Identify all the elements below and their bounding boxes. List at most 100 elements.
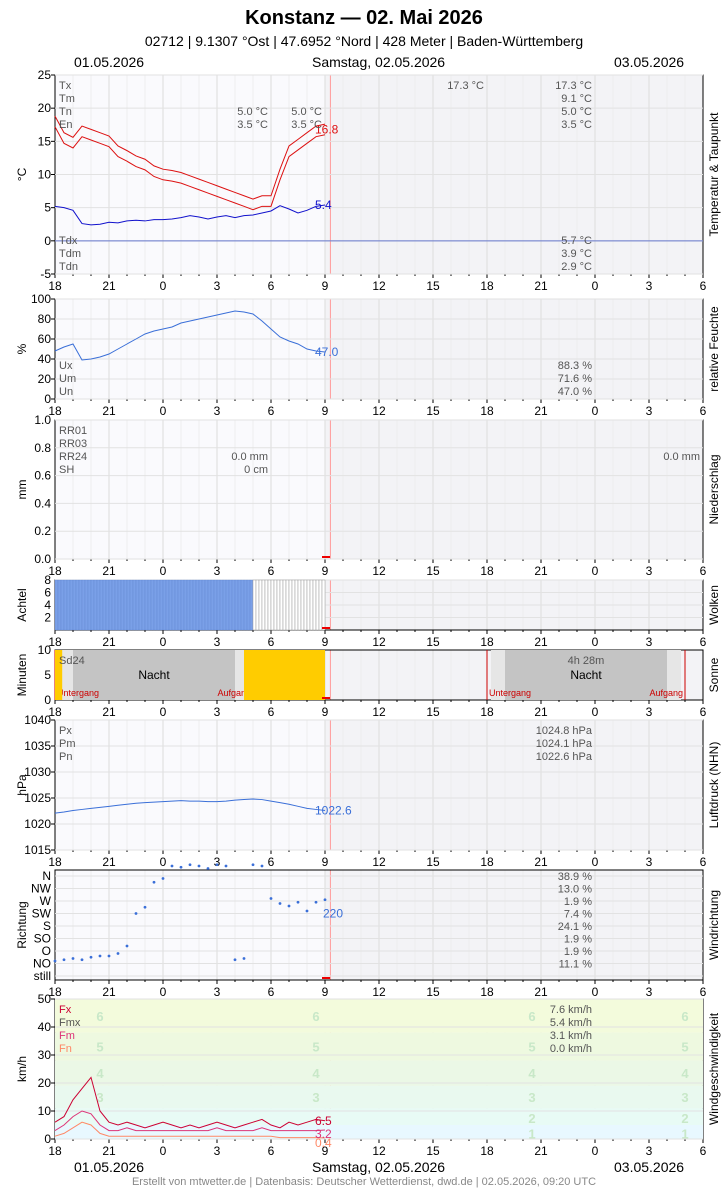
wind-direction-stat: 1.9 % xyxy=(564,934,592,946)
wind-direction-point xyxy=(233,958,237,962)
temperature-xtick-label: 6 xyxy=(268,279,275,293)
wind-mean-last-label: 3.2 xyxy=(315,1127,332,1141)
cloud-bar xyxy=(159,579,164,631)
sunshine-label: Sd24 xyxy=(59,655,85,667)
beaufort-label: 4 xyxy=(681,1066,689,1081)
pressure-side-label: Luftdruck (NHN) xyxy=(707,742,721,829)
wind-stat-value: 3.1 km/h xyxy=(550,1030,592,1042)
cloud-bar xyxy=(204,579,209,631)
precip-label: RR24 xyxy=(59,451,87,463)
temperature-axis-label: °C xyxy=(15,167,29,181)
cloud-bar-grey xyxy=(252,579,257,631)
cloud-bar xyxy=(228,579,233,631)
precip-snow-today: 0 cm xyxy=(244,464,268,476)
cloud-bar-grey xyxy=(258,579,263,631)
temperature-mid-value: 5.0 °C xyxy=(237,106,268,118)
temperature-today-max: 17.3 °C xyxy=(447,80,484,92)
wind_direction-xtick-label: 21 xyxy=(534,985,548,999)
sunshine-xtick-label: 12 xyxy=(372,705,386,719)
precipitation-xtick-label: 9 xyxy=(322,564,329,578)
beaufort-band xyxy=(55,1108,703,1125)
precipitation-xtick-label: 15 xyxy=(426,564,440,578)
humidity-stat-name: Um xyxy=(59,373,76,385)
cloud-bar-grey xyxy=(282,579,287,631)
dewpoint-stat-name: Tdm xyxy=(59,248,81,260)
dewpoint-stat-name: Tdn xyxy=(59,261,78,273)
wind-direction-point xyxy=(71,957,75,960)
wind_speed-xtick-label: 3 xyxy=(214,1144,221,1158)
cloud-bar xyxy=(132,579,137,631)
beaufort-label: 3 xyxy=(528,1090,535,1105)
wind-direction-point xyxy=(242,957,246,960)
pressure-xtick-label: 21 xyxy=(102,855,116,869)
pressure-xtick-label: 0 xyxy=(592,855,599,869)
sunshine-xtick-label: 18 xyxy=(480,705,494,719)
date-center-top: Samstag, 02.05.2026 xyxy=(312,54,446,70)
sunset-label: Untergang xyxy=(489,688,531,698)
cloud-bar xyxy=(183,579,188,631)
cloud-bar xyxy=(81,579,86,631)
cloud-bar-grey xyxy=(315,579,320,631)
humidity-ytick-label: 40 xyxy=(38,352,52,366)
precipitation-xtick-label: 3 xyxy=(646,564,653,578)
precipitation-xtick-label: 12 xyxy=(372,564,386,578)
precip-label: RR03 xyxy=(59,438,87,450)
humidity-xtick-label: 21 xyxy=(102,404,116,418)
pressure-xtick-label: 18 xyxy=(480,855,494,869)
pressure-xtick-label: 12 xyxy=(372,855,386,869)
temperature-mid-value: 5.0 °C xyxy=(291,106,322,118)
temperature-xtick-label: 12 xyxy=(372,279,386,293)
wind-direction-point xyxy=(152,880,156,884)
wind_direction-category-label: NW xyxy=(31,882,52,896)
temperature-xtick-label: 9 xyxy=(322,279,329,293)
wind-direction-stat: 13.0 % xyxy=(558,884,592,896)
temperature-stat-name: En xyxy=(59,119,72,131)
cloud-bar xyxy=(96,579,101,631)
cloud-bar-grey xyxy=(264,579,269,631)
wind_direction-xtick-label: 0 xyxy=(592,985,599,999)
wind-gust-last-label: 6.5 xyxy=(315,1114,332,1128)
pressure-xtick-label: 18 xyxy=(48,855,62,869)
temperature-stat-value: 3.5 °C xyxy=(561,119,592,131)
pressure-xtick-label: 3 xyxy=(214,855,221,869)
precip-rr24-tomorrow: 0.0 mm xyxy=(663,451,700,463)
wind_speed-ytick-label: 40 xyxy=(38,1020,52,1034)
humidity-xtick-label: 9 xyxy=(322,404,329,418)
cloud-bar xyxy=(231,579,236,631)
sunshine-xtick-label: 15 xyxy=(426,705,440,719)
wind-mean-line xyxy=(54,1110,326,1132)
pressure-stat-value: 1024.1 hPa xyxy=(536,738,593,750)
clouds-xtick-label: 18 xyxy=(480,635,494,649)
dewpoint-stat-name: Tdx xyxy=(59,235,78,247)
sunshine-bar xyxy=(55,650,63,700)
sunshine-bar xyxy=(244,650,325,700)
humidity-ytick-label: 80 xyxy=(38,312,52,326)
cloud-bar-grey xyxy=(306,579,311,631)
humidity-stat-name: Ux xyxy=(59,360,73,372)
temperature-xtick-label: 18 xyxy=(48,279,62,293)
temperature-ytick-label: 0 xyxy=(44,234,51,248)
pressure-stat-name: Px xyxy=(59,725,72,737)
cloud-bar xyxy=(108,579,113,631)
humidity-xtick-label: 12 xyxy=(372,404,386,418)
humidity-line xyxy=(54,310,326,361)
wind-direction-point xyxy=(251,863,255,867)
temperature-stat-value: 9.1 °C xyxy=(561,93,592,105)
humidity-axis-label: % xyxy=(15,343,29,354)
cloud-bar xyxy=(114,579,119,631)
precipitation-forecast-shade xyxy=(325,420,703,559)
temperature-min-line xyxy=(54,126,326,211)
cloud-bar xyxy=(102,579,107,631)
dewpoint-stat-value: 2.9 °C xyxy=(561,261,592,273)
cloud-bar-grey xyxy=(288,579,293,631)
wind_direction-category-label: O xyxy=(42,944,51,958)
cloud-bar-grey xyxy=(255,579,260,631)
cloud-bar xyxy=(210,579,215,631)
sunshine-xtick-label: 21 xyxy=(102,705,116,719)
sunshine-xtick-label: 6 xyxy=(700,705,707,719)
wind-direction-point xyxy=(305,909,309,913)
pressure-ytick-label: 1030 xyxy=(24,765,51,779)
wind_speed-axis-label: km/h xyxy=(15,1056,29,1082)
beaufort-label: 1 xyxy=(528,1126,535,1141)
precip-label: RR01 xyxy=(59,425,87,437)
